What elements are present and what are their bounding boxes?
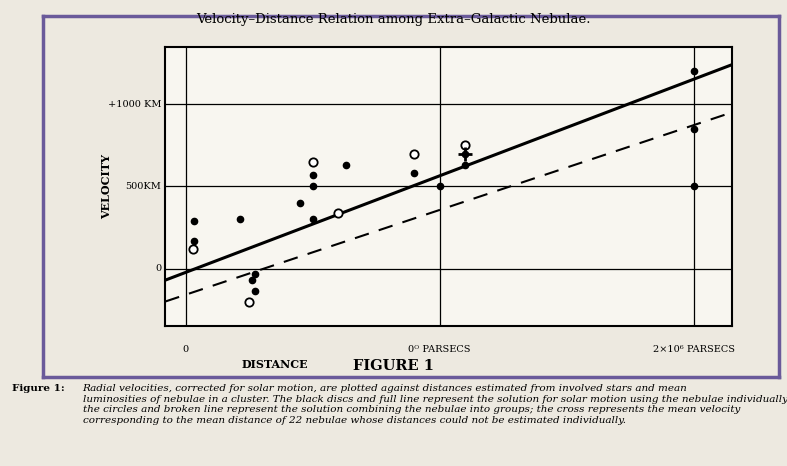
Text: Velocity–Distance Relation among Extra–Galactic Nebulae.: Velocity–Distance Relation among Extra–G… — [196, 13, 591, 26]
Text: VELOCITY: VELOCITY — [101, 154, 112, 219]
Text: DISTANCE: DISTANCE — [242, 359, 308, 370]
Text: +1000 KM: +1000 KM — [108, 100, 161, 109]
Text: 0ᴼ PARSECS: 0ᴼ PARSECS — [408, 345, 471, 354]
Text: FIGURE 1: FIGURE 1 — [353, 359, 434, 373]
Text: Figure 1:: Figure 1: — [12, 384, 65, 393]
Text: 500KM: 500KM — [125, 182, 161, 191]
Text: 2×10⁶ PARSECS: 2×10⁶ PARSECS — [652, 345, 735, 354]
Text: Radial velocities, corrected for solar motion, are plotted against distances est: Radial velocities, corrected for solar m… — [83, 384, 787, 425]
Text: 0: 0 — [155, 264, 161, 273]
Text: 0: 0 — [183, 345, 189, 354]
